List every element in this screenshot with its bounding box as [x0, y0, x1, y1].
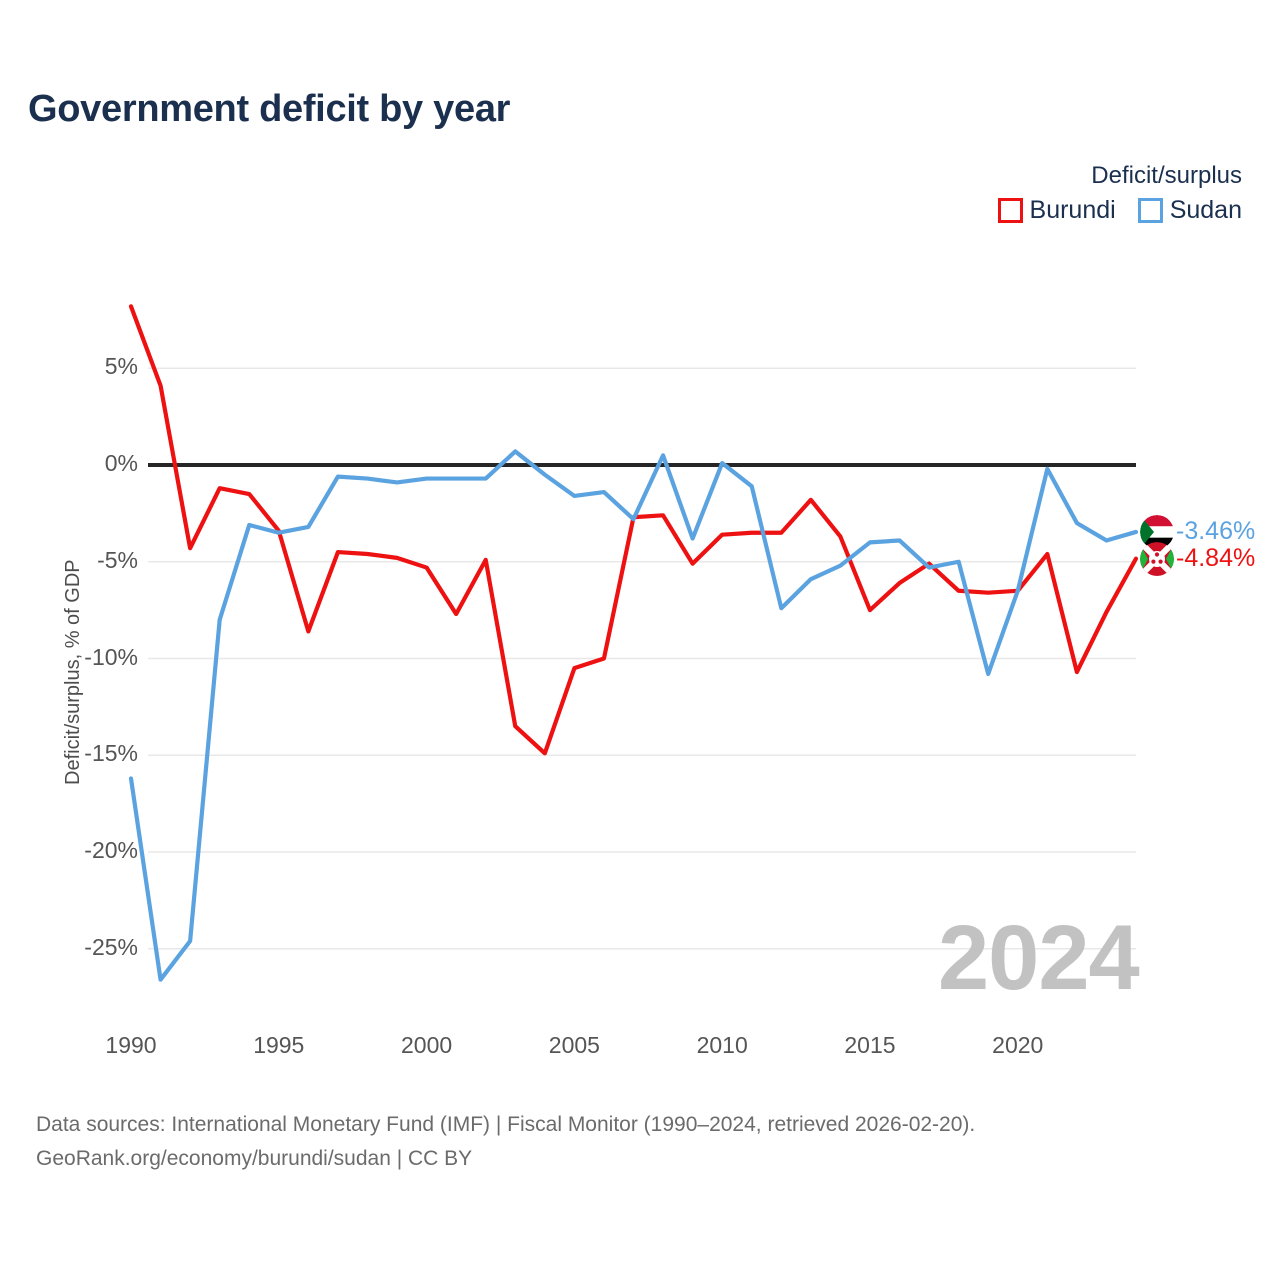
burundi-flag-icon [1140, 541, 1174, 576]
y-tick-label: 0% [104, 450, 138, 476]
y-tick-label: -25% [84, 933, 138, 960]
x-tick-label: 1995 [253, 1032, 305, 1058]
legend-label-burundi: Burundi [1029, 196, 1116, 225]
end-label-sudan: -3.46% [1140, 514, 1256, 549]
y-tick-label: -10% [84, 643, 138, 670]
x-tick-label: 2000 [400, 1032, 453, 1058]
x-tick-label: 2015 [844, 1032, 896, 1058]
legend-title: Deficit/surplus [1091, 162, 1242, 189]
chart-legend: Deficit/surplus Burundi Sudan [997, 162, 1242, 225]
legend-label-sudan: Sudan [1169, 196, 1242, 225]
x-tick-label: 2005 [548, 1032, 600, 1058]
y-tick-label: 5% [104, 353, 138, 380]
x-tick-label: 2020 [992, 1032, 1044, 1058]
footer-attribution: GeoRank.org/economy/burundi/sudan | CC B… [36, 1147, 473, 1171]
legend-item-sudan[interactable]: Sudan [1137, 196, 1242, 225]
end-label-burundi: -4.84% [1140, 541, 1256, 576]
end-label-burundi-value: -4.84% [1176, 544, 1256, 573]
year-watermark: 2024 [938, 907, 1140, 1009]
end-label-sudan-value: -3.46% [1176, 517, 1256, 546]
legend-swatch-sudan [1137, 198, 1163, 224]
page-title: Government deficit by year [28, 88, 511, 130]
y-tick-label: -20% [84, 837, 138, 863]
legend-swatch-burundi [997, 198, 1023, 224]
x-tick-label: 2010 [696, 1032, 748, 1058]
y-tick-label: -15% [84, 740, 138, 767]
y-tick-label: -5% [97, 546, 138, 573]
footer-sources: Data sources: International Monetary Fun… [36, 1113, 976, 1136]
footer: Data sources: International Monetary Fun… [36, 1108, 975, 1176]
legend-item-burundi[interactable]: Burundi [997, 196, 1116, 225]
legend-items: Burundi Sudan [997, 196, 1242, 225]
x-tick-label: 1990 [105, 1032, 157, 1058]
